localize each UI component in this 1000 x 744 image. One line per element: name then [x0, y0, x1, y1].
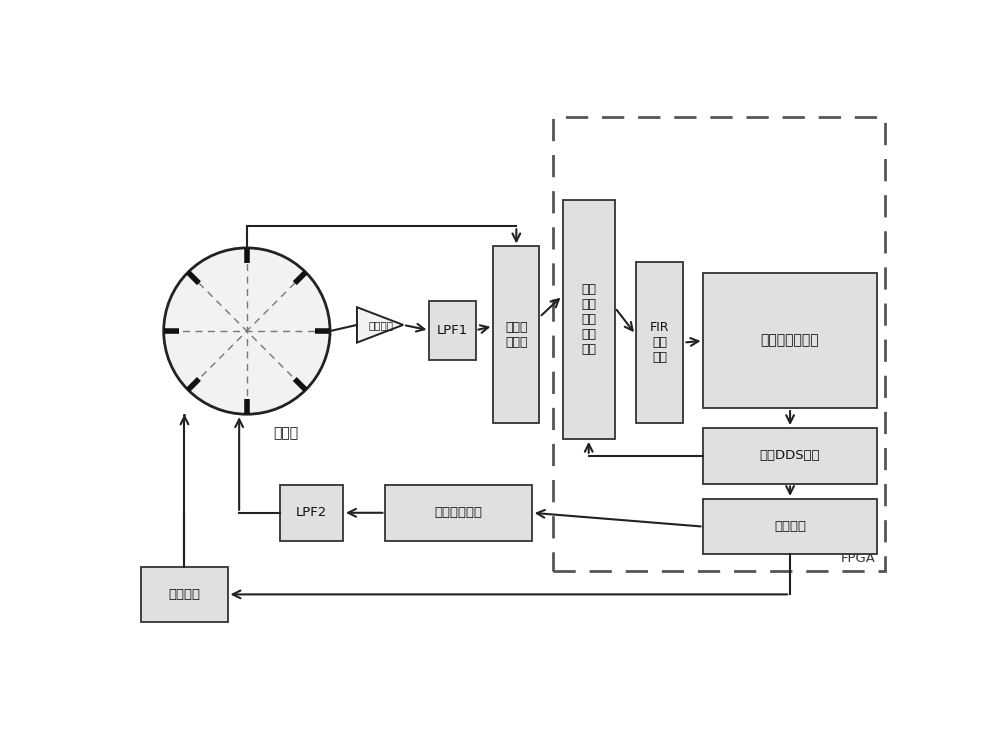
Text: 数字DDS模块: 数字DDS模块 — [760, 449, 820, 462]
FancyBboxPatch shape — [141, 567, 228, 622]
Text: LPF2: LPF2 — [296, 506, 327, 519]
Polygon shape — [357, 307, 403, 342]
Text: 数字锁相环模块: 数字锁相环模块 — [761, 334, 819, 347]
Text: 扫频模块: 扫频模块 — [168, 588, 200, 601]
FancyBboxPatch shape — [280, 485, 343, 540]
FancyBboxPatch shape — [429, 301, 476, 359]
Text: 数模转换模块: 数模转换模块 — [435, 506, 483, 519]
Text: 调制模块: 调制模块 — [774, 520, 806, 533]
FancyBboxPatch shape — [703, 273, 877, 408]
FancyBboxPatch shape — [493, 246, 539, 423]
FancyBboxPatch shape — [703, 428, 877, 484]
FancyBboxPatch shape — [385, 485, 532, 540]
Circle shape — [164, 248, 330, 414]
Text: FIR
滤波
模块: FIR 滤波 模块 — [650, 321, 669, 364]
FancyBboxPatch shape — [636, 262, 683, 423]
Text: FPGA: FPGA — [841, 552, 876, 565]
FancyBboxPatch shape — [703, 499, 877, 554]
FancyBboxPatch shape — [563, 200, 615, 439]
Text: 模数转
换模块: 模数转 换模块 — [505, 321, 528, 349]
Text: LPF1: LPF1 — [437, 324, 468, 337]
Text: 谐振子: 谐振子 — [273, 426, 298, 440]
Text: 激励
检测
信号
解调
模块: 激励 检测 信号 解调 模块 — [581, 283, 596, 356]
Text: 缓冲电路: 缓冲电路 — [369, 320, 394, 330]
